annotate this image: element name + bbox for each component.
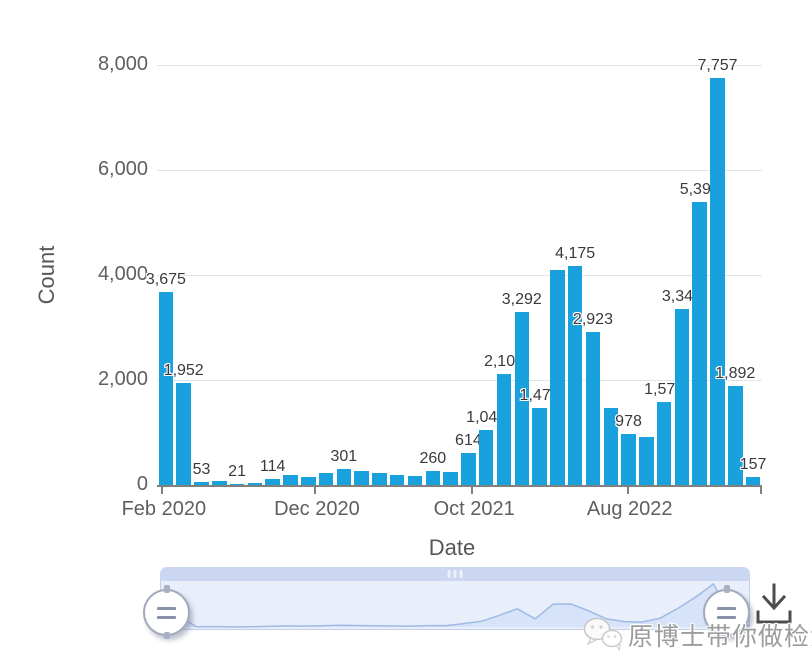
- bar[interactable]: [674, 309, 690, 485]
- gridline: [157, 275, 762, 276]
- x-tick-mark: [760, 487, 763, 494]
- bar[interactable]: [478, 430, 494, 485]
- bar[interactable]: [318, 473, 334, 485]
- bar-value-label: 1,042: [466, 409, 507, 427]
- bar-value-label: 1,476: [519, 386, 560, 404]
- x-axis-line: [157, 485, 762, 487]
- bar[interactable]: [407, 476, 423, 485]
- x-tick-mark: [160, 487, 163, 494]
- bar[interactable]: [301, 476, 316, 485]
- datazoom-move-handle[interactable]: [160, 567, 750, 581]
- handle-stem: [723, 585, 730, 593]
- x-tick-label: Dec 2020: [274, 498, 360, 520]
- datazoom-left-handle[interactable]: [143, 585, 190, 639]
- y-tick-label: 4,000: [97, 263, 148, 285]
- bar-value-label: 3,344: [661, 288, 702, 306]
- y-tick-label: 0: [136, 473, 148, 495]
- bar[interactable]: [710, 77, 725, 485]
- bar-value-label: 1,574: [644, 381, 685, 399]
- bar[interactable]: [336, 469, 352, 485]
- bar-value-label: 2,923: [572, 310, 613, 328]
- bar-value-label: 4,175: [555, 244, 596, 262]
- x-tick-mark: [471, 487, 474, 494]
- bar[interactable]: [247, 482, 263, 485]
- bar[interactable]: [283, 475, 298, 485]
- x-tick-mark: [313, 487, 316, 494]
- bar[interactable]: [194, 482, 209, 485]
- bar[interactable]: [621, 433, 636, 485]
- bar[interactable]: [265, 479, 280, 485]
- grip-dots-icon: [447, 570, 463, 578]
- bar[interactable]: [229, 483, 245, 485]
- drag-handle-icon: [157, 606, 176, 610]
- handle-stem: [163, 585, 170, 593]
- bar[interactable]: [496, 374, 512, 485]
- bar-value-label: 1,892: [715, 364, 756, 382]
- bar-value-label: 1,952: [163, 361, 204, 379]
- datazoom-right-handle[interactable]: [703, 585, 750, 639]
- bar-value-label: 7,757: [697, 56, 738, 74]
- bar-value-label: 614: [455, 431, 482, 449]
- download-icon: [761, 594, 787, 611]
- y-tick-label: 6,000: [97, 158, 148, 180]
- bar-value-label: 21: [228, 462, 246, 480]
- gridline: [157, 170, 762, 171]
- bar[interactable]: [354, 470, 369, 485]
- x-tick-label: Oct 2021: [433, 498, 515, 520]
- x-axis-title: Date: [428, 535, 476, 560]
- x-tick-label: Aug 2022: [586, 498, 673, 520]
- bar-value-label: 53: [192, 461, 211, 479]
- datazoom-preview-areachart: [161, 582, 749, 628]
- handle-stem: [723, 632, 730, 639]
- gridline: [157, 380, 762, 381]
- bar[interactable]: [745, 476, 761, 485]
- bar[interactable]: [585, 331, 601, 485]
- bar[interactable]: [514, 312, 530, 485]
- datazoom-track[interactable]: [160, 581, 750, 630]
- bar[interactable]: [158, 292, 174, 485]
- bar[interactable]: [425, 471, 441, 485]
- bar[interactable]: [372, 472, 387, 485]
- bar[interactable]: [176, 382, 191, 485]
- y-tick-label: 2,000: [97, 368, 148, 390]
- drag-handle-icon: [717, 615, 736, 619]
- wechat-logo-icon: [583, 617, 623, 652]
- download-button[interactable]: [753, 582, 795, 626]
- x-tick-label: Feb 2020: [121, 498, 207, 520]
- bar-value-label: 157: [739, 455, 767, 473]
- bar[interactable]: [532, 407, 547, 485]
- bar[interactable]: [692, 201, 707, 485]
- bar[interactable]: [461, 452, 476, 485]
- bar[interactable]: [212, 480, 227, 485]
- download-icon: [756, 610, 792, 624]
- watermark-text: 原博士带你做检测: [628, 623, 812, 651]
- bar-value-label: 260: [419, 450, 447, 468]
- bar[interactable]: [639, 437, 654, 485]
- bar[interactable]: [728, 385, 743, 485]
- bar-value-label: 978: [615, 412, 642, 430]
- bar-value-label: 3,675: [145, 271, 186, 289]
- bar[interactable]: [603, 407, 618, 485]
- bar[interactable]: [567, 265, 583, 485]
- handle-stem: [163, 632, 170, 639]
- y-axis-title: Count: [34, 245, 59, 305]
- bar-value-label: 2,105: [483, 353, 525, 371]
- bar[interactable]: [443, 472, 458, 485]
- bar-value-label: 5,398: [679, 180, 720, 198]
- x-tick-mark: [626, 487, 629, 494]
- bar-value-label: 3,292: [501, 291, 542, 309]
- watermark: 原博士带你做检测: [583, 616, 812, 654]
- drag-handle-icon: [157, 615, 176, 619]
- drag-handle-icon: [717, 606, 736, 610]
- bar[interactable]: [656, 402, 672, 485]
- bar-value-label: 114: [259, 458, 286, 475]
- y-tick-label: 8,000: [97, 53, 148, 75]
- gridline: [157, 65, 762, 66]
- bar[interactable]: [550, 269, 565, 485]
- bar[interactable]: [389, 475, 405, 485]
- bar-value-label: 301: [330, 448, 358, 466]
